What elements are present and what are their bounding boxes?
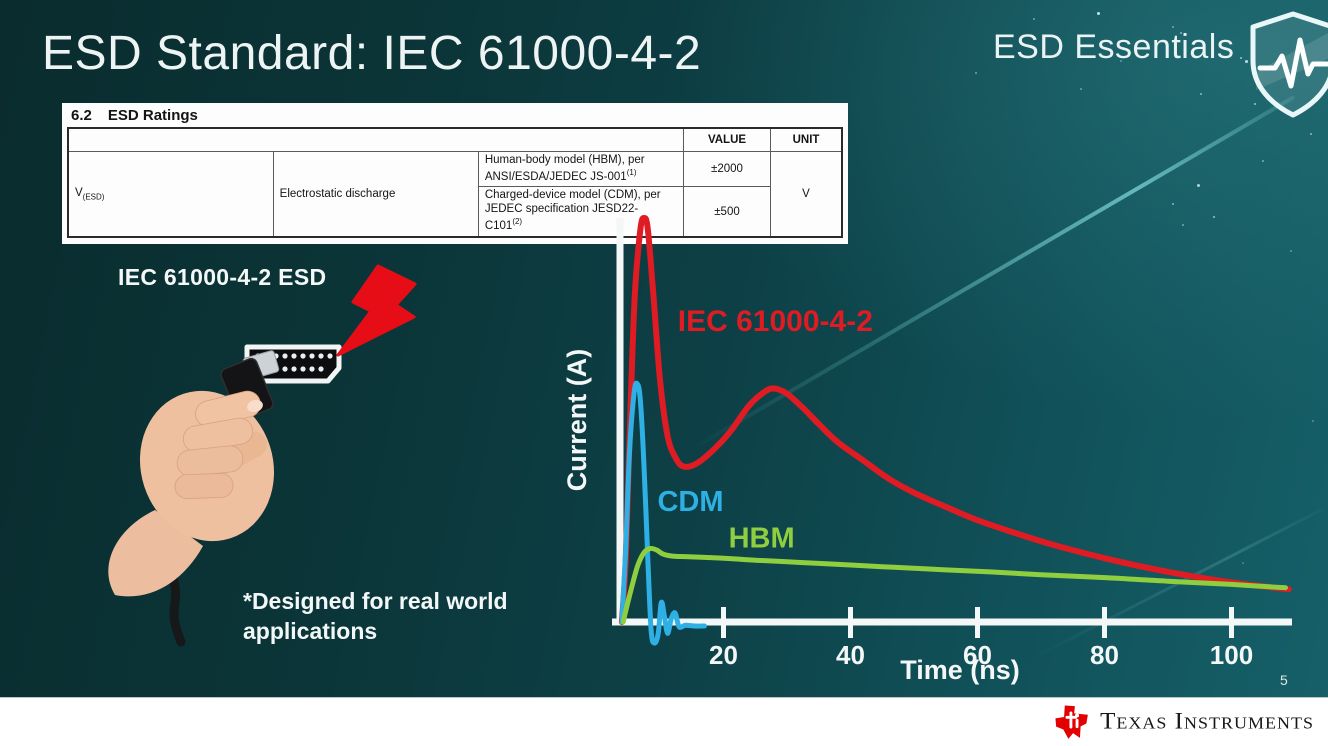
table-header-row: VALUE UNIT (67, 127, 843, 152)
header-empty-cell (67, 127, 684, 152)
particle-dot (1080, 88, 1082, 90)
shield-pulse-icon (1250, 11, 1328, 118)
rating-value-cdm: ±500 (683, 186, 771, 238)
esd-waveform-chart: Time (ns) Current (A) 20 40 60 80 100 IEC 610… (562, 214, 1292, 685)
parameter-name: Electrostatic discharge (272, 150, 479, 238)
particle-dot (1240, 57, 1242, 59)
series-curve-hbm (620, 545, 1288, 625)
x-tick-label: 40 (836, 640, 865, 670)
series-label-iec-61000-4-2: IEC 61000-4-2 (678, 305, 873, 338)
series-label-cdm: CDM (657, 486, 723, 518)
particle-dot (975, 72, 977, 74)
parameter-symbol: V(ESD) (67, 150, 274, 238)
ti-logo-icon (1055, 705, 1088, 739)
column-header-unit: UNIT (770, 127, 843, 152)
slide-footnote: *Designed for real world applications (243, 588, 508, 645)
rating-value-hbm: ±2000 (683, 150, 771, 188)
series-label-hbm: HBM (729, 522, 795, 554)
section-title: ESD Ratings (107, 107, 198, 124)
y-axis-label: Current (A) (562, 349, 592, 492)
illustration-label: IEC 61000-4-2 ESD (118, 264, 327, 290)
table-caption: 6.2 ESD Ratings (67, 105, 843, 127)
particle-dot (1200, 93, 1202, 95)
particle-dot (1197, 184, 1200, 187)
particle-dot (1033, 18, 1035, 20)
section-number: 6.2 (71, 107, 92, 124)
test-description-hbm: Human-body model (HBM), per ANSI/ESDA/JE… (477, 150, 685, 188)
esd-ratings-table: VALUE UNIT V(ESD) Electrostatic discharg… (67, 127, 843, 238)
rating-unit: V (770, 150, 843, 238)
brand-lockup: Texas Instruments (1054, 698, 1314, 746)
table-row: V(ESD) Electrostatic discharge Human-bod… (67, 150, 843, 238)
series-curve-cdm (619, 380, 707, 646)
x-tick-label: 80 (1090, 640, 1119, 670)
hand-connector-illustration (108, 264, 417, 647)
hand-graphic (108, 390, 275, 597)
column-header-value: VALUE (683, 127, 771, 152)
x-tick-label: 60 (963, 640, 992, 670)
datasheet-ratings-panel: 6.2 ESD Ratings VALUE UNIT V(ESD) Electr… (62, 103, 848, 244)
lightning-bolt-icon (336, 264, 417, 357)
x-tick-label: 20 (709, 640, 738, 670)
series-curve-iec-61000-4-2 (618, 214, 1292, 625)
program-badge: ESD Essentials (993, 28, 1235, 66)
x-axis-label: Time (ns) (900, 655, 1020, 685)
page-number: 5 (1280, 672, 1288, 688)
particle-dot (1097, 12, 1100, 15)
fingernail (247, 399, 263, 413)
particle-dot (1262, 160, 1264, 162)
brand-name: Texas Instruments (1100, 709, 1314, 734)
footer-bar: Texas Instruments (0, 697, 1328, 746)
page-title: ESD Standard: IEC 61000-4-2 (42, 27, 702, 80)
x-tick-label: 100 (1210, 640, 1253, 670)
particle-dot (1310, 133, 1312, 135)
